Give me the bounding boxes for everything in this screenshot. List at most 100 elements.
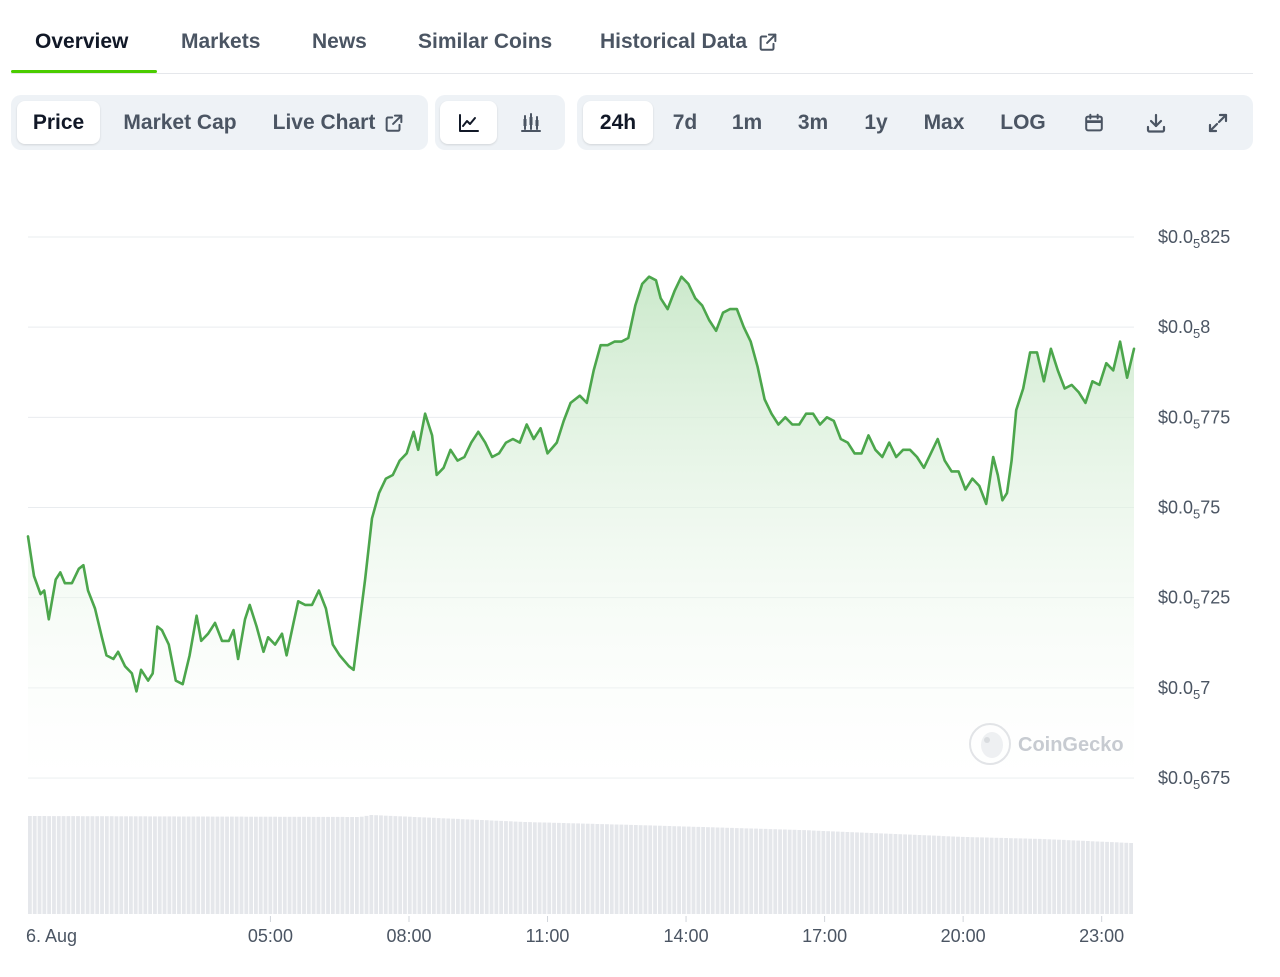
volume-bar: [879, 833, 883, 914]
volume-bar: [739, 828, 744, 914]
download-button[interactable]: [1134, 101, 1178, 144]
volume-bar: [970, 837, 975, 914]
volume-bar: [984, 837, 989, 914]
live-chart-button[interactable]: Live Chart: [263, 101, 415, 144]
volume-bar: [1042, 839, 1047, 914]
x-tick-label: 05:00: [248, 926, 293, 946]
volume-bar: [422, 817, 427, 914]
volume-bar: [417, 817, 422, 914]
expand-icon: [1208, 113, 1228, 132]
volume-bar: [585, 823, 590, 914]
range-max-button[interactable]: Max: [923, 110, 965, 134]
volume-bar: [605, 824, 609, 914]
watermark-text: CoinGecko: [1018, 734, 1124, 756]
market-cap-button[interactable]: Market Cap: [123, 110, 237, 134]
volume-bar: [556, 822, 561, 914]
volume-bar: [186, 816, 191, 914]
volume-bar: [581, 823, 585, 914]
volume-bar: [388, 815, 393, 914]
volume-bar: [465, 819, 470, 914]
volume-bar: [446, 818, 451, 914]
volume-bar: [662, 825, 667, 914]
candlestick-button[interactable]: [502, 101, 559, 144]
calendar-icon: [1085, 113, 1103, 131]
volume-bar: [864, 832, 869, 914]
volume-bar: [311, 816, 316, 914]
volume-bar: [124, 816, 128, 914]
volume-bar: [1124, 842, 1129, 914]
volume-bar: [181, 816, 186, 914]
volume-bar: [946, 836, 951, 914]
volume-bar: [927, 835, 932, 914]
volume-bar: [1037, 838, 1042, 914]
volume-bar: [162, 816, 167, 914]
volume-bar: [710, 827, 715, 914]
volume-bar: [730, 827, 734, 914]
volume-bar: [350, 817, 354, 914]
coingecko-logo-head: [981, 732, 1003, 758]
volume-bar: [754, 828, 758, 914]
download-icon: [1146, 113, 1166, 133]
range-1y-button[interactable]: 1y: [864, 110, 888, 134]
range-1m-button[interactable]: 1m: [731, 110, 763, 134]
volume-bar: [52, 816, 56, 914]
volume-bar: [547, 822, 552, 914]
volume-bar: [576, 823, 580, 914]
fullscreen-button[interactable]: [1196, 101, 1240, 144]
volume-bar: [1061, 839, 1066, 914]
volume-bar: [32, 816, 37, 914]
volume-bar: [28, 816, 32, 914]
volume-bar: [455, 818, 460, 914]
log-scale-button[interactable]: LOG: [1000, 110, 1046, 134]
volume-bar: [480, 820, 484, 914]
volume-bar: [523, 822, 528, 914]
volume-bar: [614, 824, 619, 914]
x-tick-label: 20:00: [941, 926, 986, 946]
volume-bar: [80, 816, 85, 914]
volume-bar: [220, 816, 225, 914]
volume-bar: [398, 816, 403, 914]
volume-bar: [403, 816, 407, 914]
volume-bar: [1081, 840, 1085, 914]
volume-bar: [811, 830, 816, 914]
volume-bar: [258, 816, 263, 914]
volume-bar: [845, 832, 850, 914]
volume-bar: [1100, 841, 1105, 914]
volume-bar: [922, 835, 927, 914]
y-tick-label: $0.058: [1158, 317, 1210, 341]
volume-bar: [720, 827, 725, 914]
volume-bar: [763, 828, 768, 914]
volume-bar: [229, 816, 234, 914]
volume-bar: [191, 816, 196, 914]
volume-bar: [427, 817, 431, 914]
volume-bar: [561, 823, 566, 914]
volume-bar: [686, 826, 691, 914]
tab-news[interactable]: News: [312, 30, 367, 53]
price-button[interactable]: Price: [17, 101, 100, 144]
volume-bar: [1018, 838, 1023, 914]
active-tab-indicator: [11, 70, 157, 73]
y-tick-label: $0.05675: [1158, 768, 1230, 792]
tab-markets[interactable]: Markets: [181, 30, 261, 53]
price-chart[interactable]: $0.05825 $0.058 $0.05775 $0.0575 $0.05725 $0.…: [0, 160, 1280, 977]
volume-bar: [1076, 840, 1081, 914]
volume-bar: [133, 816, 138, 914]
tab-overview[interactable]: Overview: [35, 30, 129, 53]
calendar-button[interactable]: [1072, 101, 1116, 144]
volume-bar: [225, 816, 229, 914]
volume-bar: [932, 835, 936, 914]
volume-bar: [504, 821, 508, 914]
line-chart-button[interactable]: [440, 101, 497, 144]
range-7d-button[interactable]: 7d: [672, 110, 698, 134]
volume-bar: [157, 816, 162, 914]
volume-bar: [787, 829, 792, 914]
volume-bar: [85, 816, 90, 914]
tab-similar-coins[interactable]: Similar Coins: [418, 30, 553, 53]
volume-bar: [508, 821, 513, 914]
range-3m-button[interactable]: 3m: [797, 110, 829, 134]
volume-bar: [66, 816, 71, 914]
tab-historical-data[interactable]: Historical Data: [600, 30, 779, 54]
volume-bar: [306, 816, 311, 914]
range-24h-button[interactable]: 24h: [583, 101, 653, 144]
volume-bar: [571, 823, 576, 914]
